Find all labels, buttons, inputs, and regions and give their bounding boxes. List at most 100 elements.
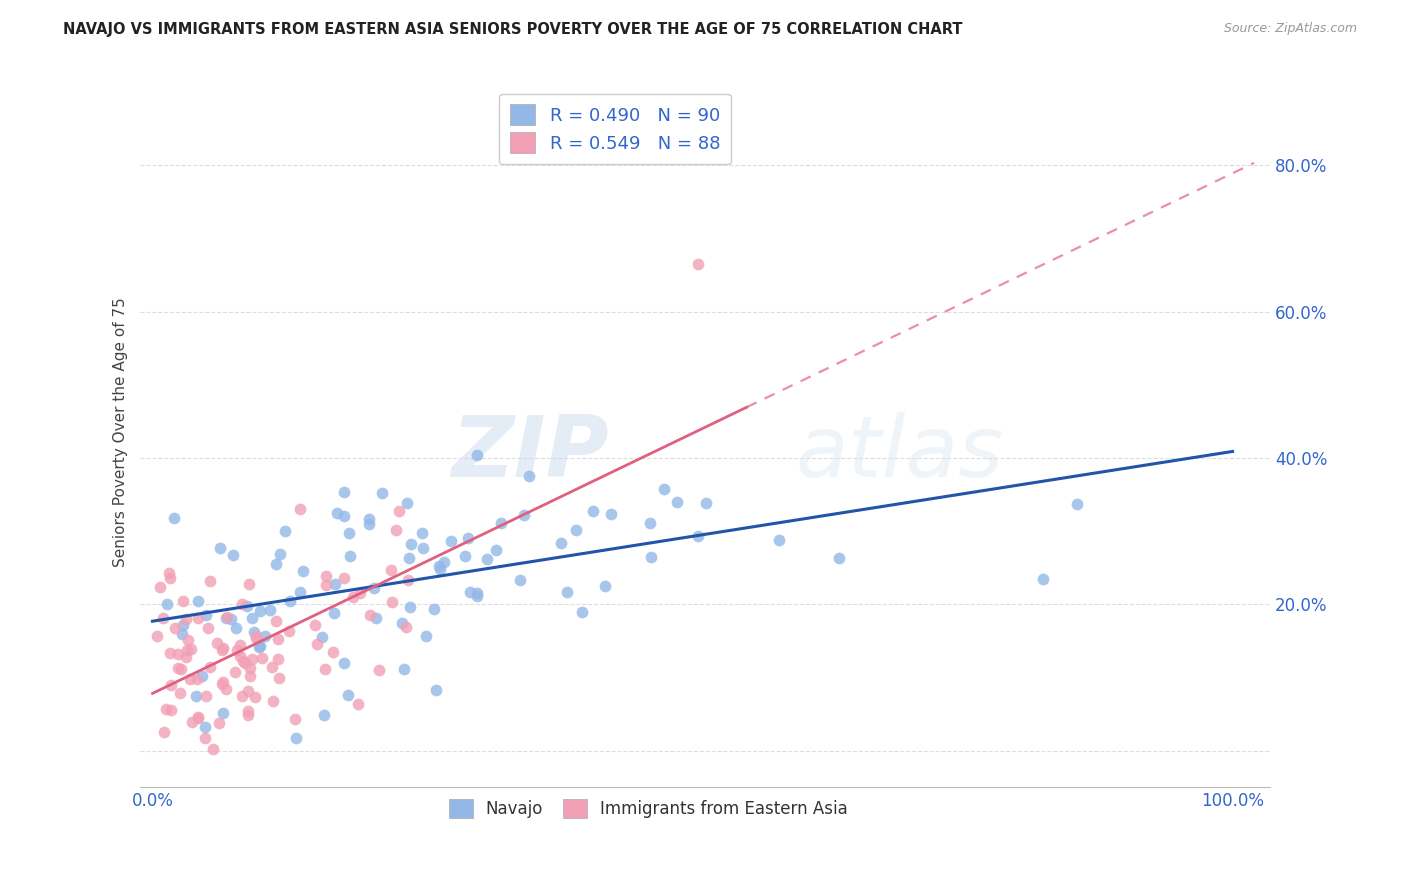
Point bbox=[688, 529, 710, 543]
Point bbox=[180, 641, 202, 656]
Point bbox=[600, 507, 623, 521]
Point bbox=[640, 550, 662, 565]
Text: atlas: atlas bbox=[796, 412, 1004, 495]
Point bbox=[411, 526, 433, 541]
Point bbox=[232, 654, 254, 668]
Point bbox=[638, 516, 661, 530]
Point bbox=[359, 607, 381, 622]
Point bbox=[359, 512, 381, 526]
Point bbox=[315, 662, 337, 676]
Point bbox=[239, 668, 262, 682]
Point bbox=[202, 741, 225, 756]
Point bbox=[415, 629, 437, 643]
Point bbox=[266, 632, 288, 646]
Point bbox=[187, 594, 209, 608]
Y-axis label: Seniors Poverty Over the Age of 75: Seniors Poverty Over the Age of 75 bbox=[114, 297, 128, 567]
Point bbox=[364, 610, 387, 624]
Legend: Navajo, Immigrants from Eastern Asia: Navajo, Immigrants from Eastern Asia bbox=[443, 792, 855, 825]
Point bbox=[225, 622, 247, 636]
Point bbox=[249, 639, 271, 653]
Point bbox=[176, 643, 198, 657]
Point bbox=[149, 580, 172, 594]
Point bbox=[187, 710, 209, 724]
Point bbox=[187, 711, 209, 725]
Point bbox=[166, 647, 188, 661]
Point bbox=[396, 573, 419, 587]
Point bbox=[169, 686, 191, 700]
Point bbox=[370, 485, 392, 500]
Point bbox=[342, 590, 364, 604]
Point bbox=[174, 650, 197, 665]
Point bbox=[242, 652, 264, 666]
Point bbox=[314, 707, 336, 722]
Point bbox=[485, 543, 508, 558]
Point bbox=[311, 630, 333, 644]
Point bbox=[245, 629, 267, 643]
Point bbox=[475, 551, 498, 566]
Point bbox=[259, 603, 281, 617]
Point bbox=[315, 577, 337, 591]
Point bbox=[262, 660, 284, 674]
Point bbox=[339, 549, 361, 563]
Point bbox=[238, 704, 260, 718]
Point bbox=[278, 594, 301, 608]
Point bbox=[160, 703, 183, 717]
Point bbox=[186, 672, 208, 686]
Point bbox=[288, 502, 311, 516]
Point bbox=[184, 689, 207, 703]
Point bbox=[163, 621, 186, 635]
Point bbox=[513, 508, 536, 522]
Point bbox=[349, 586, 371, 600]
Point bbox=[465, 589, 488, 603]
Point bbox=[768, 533, 790, 547]
Point bbox=[152, 611, 174, 625]
Point bbox=[187, 610, 209, 624]
Point bbox=[249, 604, 271, 618]
Point bbox=[398, 551, 420, 566]
Point bbox=[172, 617, 194, 632]
Point bbox=[433, 555, 456, 569]
Point bbox=[190, 669, 212, 683]
Point bbox=[380, 563, 402, 577]
Point bbox=[333, 656, 356, 670]
Point bbox=[163, 510, 186, 524]
Point bbox=[269, 547, 291, 561]
Point bbox=[194, 720, 217, 734]
Point bbox=[215, 682, 238, 697]
Point bbox=[247, 640, 270, 654]
Point bbox=[236, 684, 259, 698]
Point bbox=[595, 580, 617, 594]
Point bbox=[193, 731, 215, 745]
Point bbox=[465, 586, 488, 600]
Point bbox=[336, 688, 359, 702]
Point bbox=[392, 662, 415, 676]
Point bbox=[399, 537, 422, 551]
Point bbox=[277, 624, 299, 638]
Point bbox=[1032, 572, 1054, 586]
Point bbox=[208, 715, 231, 730]
Point bbox=[427, 559, 450, 574]
Point bbox=[363, 582, 385, 596]
Point bbox=[224, 665, 246, 680]
Point bbox=[274, 524, 297, 538]
Point bbox=[264, 557, 287, 571]
Point bbox=[517, 468, 540, 483]
Point bbox=[179, 673, 201, 687]
Point bbox=[250, 651, 273, 665]
Point bbox=[159, 571, 181, 585]
Point bbox=[211, 706, 233, 720]
Point bbox=[304, 618, 326, 632]
Point bbox=[212, 640, 235, 655]
Text: Source: ZipAtlas.com: Source: ZipAtlas.com bbox=[1223, 22, 1357, 36]
Point bbox=[172, 627, 194, 641]
Point bbox=[157, 566, 180, 580]
Point bbox=[582, 504, 605, 518]
Point bbox=[291, 564, 314, 578]
Point bbox=[305, 637, 328, 651]
Point bbox=[208, 541, 231, 555]
Point bbox=[391, 616, 413, 631]
Point bbox=[322, 607, 344, 621]
Point bbox=[229, 638, 252, 652]
Point bbox=[381, 595, 404, 609]
Point bbox=[395, 496, 418, 510]
